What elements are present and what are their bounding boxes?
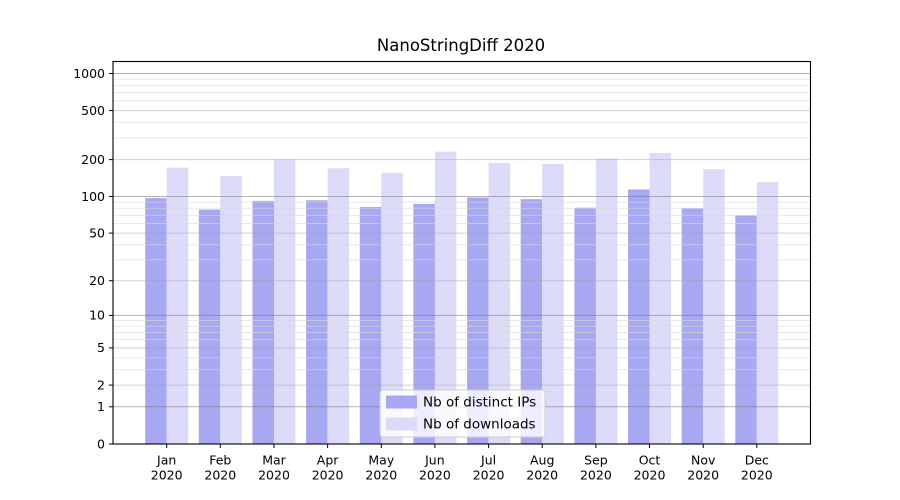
x-tick-label-year-apr: 2020	[312, 468, 344, 483]
x-tick-label-year-jul: 2020	[473, 468, 505, 483]
bar-nb-of-downloads-aug	[542, 164, 564, 444]
y-tick-label-200: 200	[81, 152, 105, 167]
x-tick-label-month-feb: Feb	[209, 453, 231, 468]
x-tick-label-year-jan: 2020	[151, 468, 183, 483]
y-tick-label-5: 5	[97, 340, 105, 355]
bar-nb-of-downloads-mar	[274, 159, 296, 445]
x-tick-label-month-nov: Nov	[691, 453, 716, 468]
x-tick-label-month-aug: Aug	[530, 453, 554, 468]
x-tick-label-year-mar: 2020	[258, 468, 290, 483]
y-tick-label-500: 500	[81, 103, 105, 118]
x-tick-label-month-jun: Jun	[424, 453, 445, 468]
y-tick-label-1000: 1000	[73, 66, 105, 81]
bar-nb-of-downloads-nov	[703, 169, 725, 444]
x-tick-label-month-sep: Sep	[584, 453, 608, 468]
legend-label-nb-of-distinct-ips: Nb of distinct IPs	[423, 395, 536, 411]
y-tick-label-10: 10	[89, 308, 105, 323]
bar-nb-of-downloads-jan	[166, 167, 189, 444]
x-tick-label-year-jun: 2020	[419, 468, 451, 483]
bar-nb-of-distinct-ips-jun	[413, 203, 435, 444]
bar-nb-of-distinct-ips-aug	[520, 199, 543, 444]
x-tick-label-year-feb: 2020	[204, 468, 236, 483]
x-tick-label-year-aug: 2020	[526, 468, 558, 483]
bar-nb-of-downloads-oct	[649, 153, 671, 444]
y-tick-label-2: 2	[97, 377, 105, 392]
x-tick-label-month-apr: Apr	[317, 453, 339, 468]
bar-nb-of-distinct-ips-apr	[306, 200, 328, 444]
bar-nb-of-downloads-sep	[595, 158, 618, 444]
y-tick-label-100: 100	[81, 189, 105, 204]
x-tick-label-month-may: May	[368, 453, 394, 468]
bar-nb-of-distinct-ips-may	[359, 207, 382, 444]
bar-nb-of-distinct-ips-dec	[735, 215, 757, 444]
x-tick-label-month-mar: Mar	[262, 453, 286, 468]
x-tick-label-year-oct: 2020	[634, 468, 666, 483]
chart-title: NanoStringDiff 2020	[377, 36, 545, 55]
bar-nb-of-downloads-feb	[220, 176, 242, 444]
x-tick-label-month-dec: Dec	[745, 453, 769, 468]
bar-nb-of-distinct-ips-mar	[252, 200, 274, 444]
bar-nb-of-downloads-may	[381, 172, 403, 445]
x-tick-label-month-jul: Jul	[480, 453, 496, 468]
bar-nb-of-downloads-dec	[756, 182, 779, 444]
bar-nb-of-distinct-ips-oct	[628, 189, 650, 444]
x-tick-label-year-may: 2020	[365, 468, 397, 483]
y-tick-label-1: 1	[97, 399, 105, 414]
legend-swatch-nb-of-distinct-ips	[386, 395, 417, 409]
legend-box	[379, 389, 546, 438]
legend-label-nb-of-downloads: Nb of downloads	[423, 417, 536, 433]
bar-nb-of-downloads-jun	[434, 151, 457, 444]
y-tick-label-20: 20	[89, 273, 105, 288]
y-tick-label-0: 0	[97, 436, 105, 451]
x-tick-label-year-nov: 2020	[687, 468, 719, 483]
plot-frame	[112, 60, 812, 445]
legend-swatch-nb-of-downloads	[386, 417, 417, 431]
x-tick-label-year-sep: 2020	[580, 468, 612, 483]
x-tick-label-year-dec: 2020	[741, 468, 773, 483]
x-tick-label-month-oct: Oct	[639, 453, 661, 468]
x-tick-label-month-jan: Jan	[156, 453, 176, 468]
bar-nb-of-downloads-apr	[327, 168, 350, 444]
y-tick-label-50: 50	[89, 225, 105, 240]
